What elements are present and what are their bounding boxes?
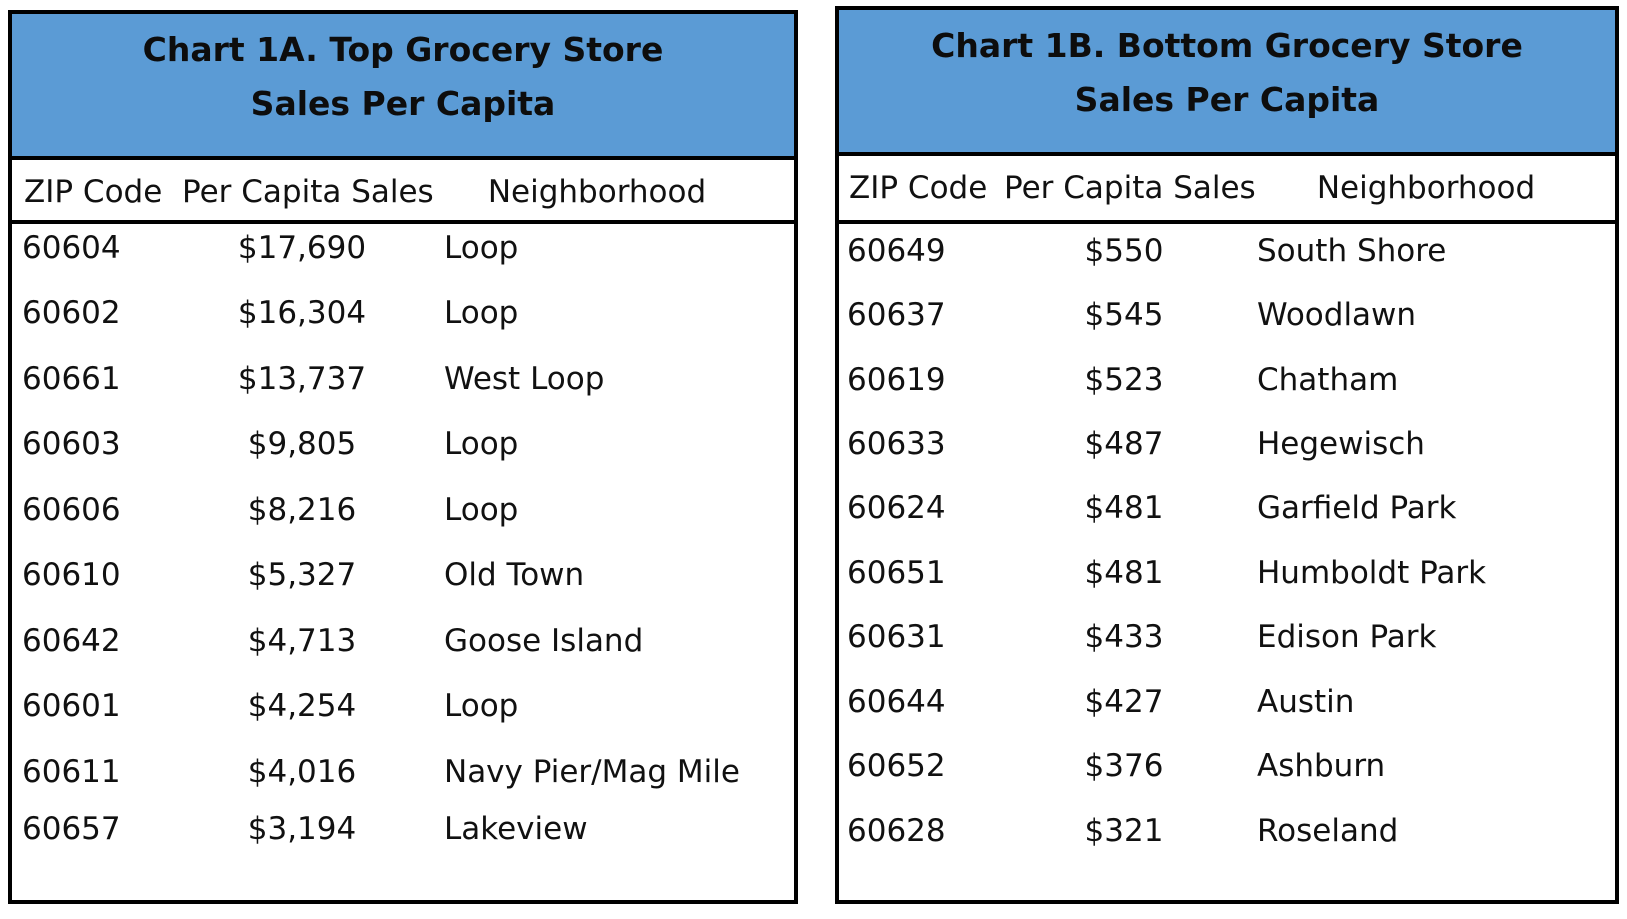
table-row: 60603 $9,805 Loop [12,426,794,466]
column-header-neighborhood: Neighborhood [487,174,707,210]
sales-cell: $523 [1084,362,1164,398]
sales-cell: $4,713 [247,623,357,659]
table-row: 60637 $545 Woodlawn [839,297,1615,337]
zip-cell: 60606 [22,492,121,528]
zip-cell: 60619 [847,362,946,398]
sales-cell: $8,216 [247,492,357,528]
neighborhood-cell: Woodlawn [1257,297,1417,333]
table-row: 60651 $481 Humboldt Park [839,555,1615,595]
table-row: 60633 $487 Hegewisch [839,426,1615,466]
neighborhood-cell: Lakeview [444,811,588,847]
column-header-neighborhood: Neighborhood [1316,170,1536,206]
table-title-line-1: Chart 1B. Bottom Grocery Store [931,26,1523,65]
neighborhood-cell: Chatham [1257,362,1399,398]
table-row: 60631 $433 Edison Park [839,619,1615,659]
zip-cell: 60603 [22,426,121,462]
table-row: 60642 $4,713 Goose Island [12,623,794,663]
zip-cell: 60649 [847,233,946,269]
neighborhood-cell: Humboldt Park [1257,555,1487,591]
table-title-line-2: Sales Per Capita [1074,80,1380,119]
table-title: Chart 1A. Top Grocery Store Sales Per Ca… [12,14,794,160]
sales-cell: $16,304 [237,295,367,331]
neighborhood-cell: Roseland [1257,813,1399,849]
neighborhood-cell: West Loop [444,361,605,397]
zip-cell: 60657 [22,811,121,847]
sales-cell: $427 [1084,684,1164,720]
table-row: 60628 $321 Roseland [839,813,1615,853]
table-row: 60611 $4,016 Navy Pier/Mag Mile [12,754,794,794]
sales-cell: $5,327 [247,557,357,593]
table-row: 60652 $376 Ashburn [839,748,1615,788]
zip-cell: 60642 [22,623,121,659]
sales-cell: $4,254 [247,688,357,724]
zip-cell: 60661 [22,361,121,397]
table-row: 60602 $16,304 Loop [12,295,794,335]
neighborhood-cell: Austin [1257,684,1355,720]
sales-cell: $4,016 [247,754,357,790]
column-header-zip: ZIP Code [24,174,163,210]
table-row: 60610 $5,327 Old Town [12,557,794,597]
table-bottom-grocery-sales: Chart 1B. Bottom Grocery Store Sales Per… [835,6,1619,904]
zip-cell: 60633 [847,426,946,462]
sales-cell: $9,805 [247,426,357,462]
zip-cell: 60610 [22,557,121,593]
neighborhood-cell: Hegewisch [1257,426,1425,462]
neighborhood-cell: Garfield Park [1257,490,1457,526]
neighborhood-cell: Loop [444,426,519,462]
table-title-line-1: Chart 1A. Top Grocery Store [142,30,664,69]
neighborhood-cell: South Shore [1257,233,1447,269]
sales-cell: $433 [1084,619,1164,655]
table-row: 60619 $523 Chatham [839,362,1615,402]
table-top-grocery-sales: Chart 1A. Top Grocery Store Sales Per Ca… [8,10,798,904]
column-header-sales: Per Capita Sales [1004,170,1256,206]
table-row: 60649 $550 South Shore [839,233,1615,273]
table-header-row: ZIP Code Per Capita Sales Neighborhood [839,156,1615,224]
zip-cell: 60601 [22,688,121,724]
table-row: 60624 $481 Garfield Park [839,490,1615,530]
table-row: 60604 $17,690 Loop [12,230,794,270]
table-title: Chart 1B. Bottom Grocery Store Sales Per… [839,10,1615,156]
sales-cell: $545 [1084,297,1164,333]
zip-cell: 60602 [22,295,121,331]
zip-cell: 60604 [22,230,121,266]
neighborhood-cell: Goose Island [444,623,644,659]
table-header-row: ZIP Code Per Capita Sales Neighborhood [12,160,794,224]
neighborhood-cell: Loop [444,230,519,266]
neighborhood-cell: Edison Park [1257,619,1437,655]
zip-cell: 60628 [847,813,946,849]
table-row: 60661 $13,737 West Loop [12,361,794,401]
table-row: 60601 $4,254 Loop [12,688,794,728]
column-header-sales: Per Capita Sales [182,174,434,210]
table-title-line-2: Sales Per Capita [250,84,556,123]
zip-cell: 60651 [847,555,946,591]
neighborhood-cell: Loop [444,295,519,331]
sales-cell: $481 [1084,555,1164,591]
sales-cell: $550 [1084,233,1164,269]
table-row: 60657 $3,194 Lakeview [12,811,794,851]
column-header-zip: ZIP Code [849,170,988,206]
table-row: 60606 $8,216 Loop [12,492,794,532]
sales-cell: $17,690 [237,230,367,266]
sales-cell: $321 [1084,813,1164,849]
neighborhood-cell: Navy Pier/Mag Mile [444,754,740,790]
zip-cell: 60644 [847,684,946,720]
zip-cell: 60624 [847,490,946,526]
zip-cell: 60652 [847,748,946,784]
zip-cell: 60631 [847,619,946,655]
zip-cell: 60611 [22,754,121,790]
neighborhood-cell: Ashburn [1257,748,1386,784]
sales-cell: $3,194 [247,811,357,847]
table-row: 60644 $427 Austin [839,684,1615,724]
neighborhood-cell: Old Town [444,557,585,593]
sales-cell: $481 [1084,490,1164,526]
zip-cell: 60637 [847,297,946,333]
sales-cell: $487 [1084,426,1164,462]
sales-cell: $13,737 [237,361,367,397]
neighborhood-cell: Loop [444,688,519,724]
neighborhood-cell: Loop [444,492,519,528]
sales-cell: $376 [1084,748,1164,784]
